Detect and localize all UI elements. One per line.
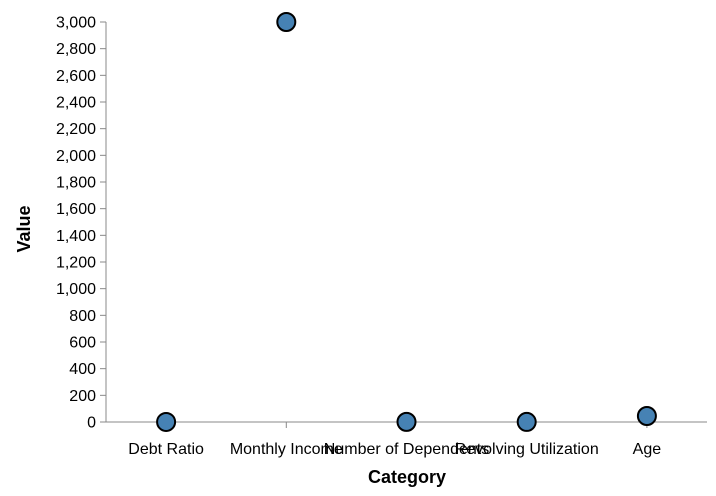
y-tick-label: 2,800 [56, 41, 96, 58]
x-tick-label: Revolving Utilization [455, 441, 599, 458]
data-point[interactable] [156, 411, 177, 432]
y-tick-label: 1,600 [56, 201, 96, 218]
y-tick-label: 600 [69, 335, 96, 352]
y-tick-label: 1,000 [56, 281, 96, 298]
y-tick-label: 2,600 [56, 68, 96, 85]
x-tick-label: Monthly Income [230, 441, 343, 458]
y-axis-title: Value [14, 205, 34, 252]
y-tick-label: 3,000 [56, 15, 96, 32]
y-axis: 0 200 400 600 800 1,000 1,200 1,400 1,600 1,800 2,… [56, 15, 107, 432]
data-point[interactable] [276, 12, 297, 32]
x-tick-label: Number of Dependents [324, 441, 489, 458]
data-point[interactable] [396, 411, 417, 432]
y-tick-label: 800 [69, 308, 96, 325]
y-tick-label: 200 [69, 388, 96, 405]
data-points [156, 12, 657, 432]
data-point[interactable] [516, 411, 537, 432]
x-tick-label: Debt Ratio [128, 441, 204, 458]
y-tick-label: 1,400 [56, 228, 96, 245]
y-tick-label: 2,400 [56, 95, 96, 112]
y-tick-label: 400 [69, 361, 96, 378]
y-tick-label: 0 [87, 415, 96, 432]
data-point[interactable] [636, 406, 657, 426]
x-tick-label: Age [633, 441, 662, 458]
y-tick-label: 2,200 [56, 121, 96, 138]
x-axis-title: Category [368, 467, 446, 487]
y-tick-label: 2,000 [56, 148, 96, 165]
y-tick-label: 1,800 [56, 175, 96, 192]
y-tick-label: 1,200 [56, 255, 96, 272]
